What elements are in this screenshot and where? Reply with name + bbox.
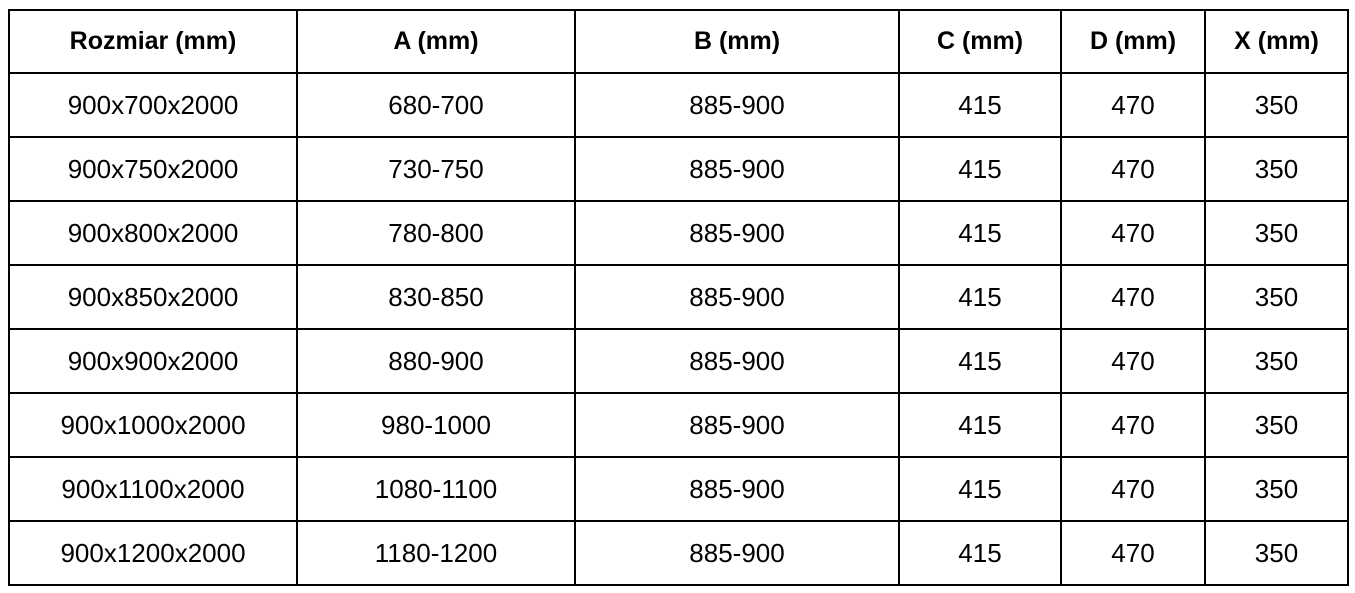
table-cell: 350	[1204, 328, 1349, 394]
table-cell: 900x900x2000	[8, 328, 298, 394]
table-cell: 900x1000x2000	[8, 392, 298, 458]
table-cell: 415	[898, 520, 1062, 586]
table-cell: 900x700x2000	[8, 72, 298, 138]
table-cell: 900x800x2000	[8, 200, 298, 266]
table-cell: 350	[1204, 456, 1349, 522]
table-cell: 900x750x2000	[8, 136, 298, 202]
table-cell: 470	[1060, 456, 1206, 522]
table-cell: 415	[898, 328, 1062, 394]
table-cell: 885-900	[574, 392, 900, 458]
table-row: 900x700x2000 680-700 885-900 415 470 350	[8, 72, 1349, 138]
table-row: 900x1200x2000 1180-1200 885-900 415 470 350	[8, 520, 1349, 586]
header-row: Rozmiar (mm) A (mm) B (mm) C (mm) D (mm) X (m…	[8, 9, 1349, 74]
column-header: C (mm)	[898, 9, 1062, 74]
column-header: Rozmiar (mm)	[8, 9, 298, 74]
table-row: 900x1100x2000 1080-1100 885-900 415 470 350	[8, 456, 1349, 522]
table-cell: 730-750	[296, 136, 576, 202]
table-cell: 1180-1200	[296, 520, 576, 586]
table-cell: 830-850	[296, 264, 576, 330]
column-header: D (mm)	[1060, 9, 1206, 74]
table-cell: 470	[1060, 264, 1206, 330]
table-cell: 885-900	[574, 72, 900, 138]
table-cell: 885-900	[574, 200, 900, 266]
table-cell: 980-1000	[296, 392, 576, 458]
table-cell: 415	[898, 392, 1062, 458]
table-cell: 350	[1204, 520, 1349, 586]
table-row: 900x900x2000 880-900 885-900 415 470 350	[8, 328, 1349, 394]
table-row: 900x800x2000 780-800 885-900 415 470 350	[8, 200, 1349, 266]
table-row: 900x850x2000 830-850 885-900 415 470 350	[8, 264, 1349, 330]
table-cell: 470	[1060, 392, 1206, 458]
column-header: X (mm)	[1204, 9, 1349, 74]
table-cell: 415	[898, 456, 1062, 522]
table-cell: 1080-1100	[296, 456, 576, 522]
column-header: A (mm)	[296, 9, 576, 74]
table-cell: 415	[898, 72, 1062, 138]
table-cell: 885-900	[574, 136, 900, 202]
table-cell: 350	[1204, 264, 1349, 330]
table-cell: 900x850x2000	[8, 264, 298, 330]
table-cell: 415	[898, 200, 1062, 266]
table-cell: 900x1200x2000	[8, 520, 298, 586]
table-row: 900x750x2000 730-750 885-900 415 470 350	[8, 136, 1349, 202]
table-cell: 350	[1204, 136, 1349, 202]
table-cell: 470	[1060, 328, 1206, 394]
table-cell: 880-900	[296, 328, 576, 394]
table-cell: 415	[898, 264, 1062, 330]
column-header: B (mm)	[574, 9, 900, 74]
table-cell: 350	[1204, 392, 1349, 458]
table-cell: 470	[1060, 520, 1206, 586]
table-cell: 350	[1204, 200, 1349, 266]
table-cell: 885-900	[574, 456, 900, 522]
dimensions-table: Rozmiar (mm) A (mm) B (mm) C (mm) D (mm) X (m…	[8, 9, 1349, 586]
table-cell: 415	[898, 136, 1062, 202]
table-cell: 780-800	[296, 200, 576, 266]
table-cell: 350	[1204, 72, 1349, 138]
table-cell: 885-900	[574, 264, 900, 330]
table-cell: 470	[1060, 200, 1206, 266]
table-row: 900x1000x2000 980-1000 885-900 415 470 350	[8, 392, 1349, 458]
table-cell: 680-700	[296, 72, 576, 138]
table-cell: 470	[1060, 72, 1206, 138]
table-cell: 885-900	[574, 520, 900, 586]
table-cell: 470	[1060, 136, 1206, 202]
table-cell: 900x1100x2000	[8, 456, 298, 522]
table-cell: 885-900	[574, 328, 900, 394]
